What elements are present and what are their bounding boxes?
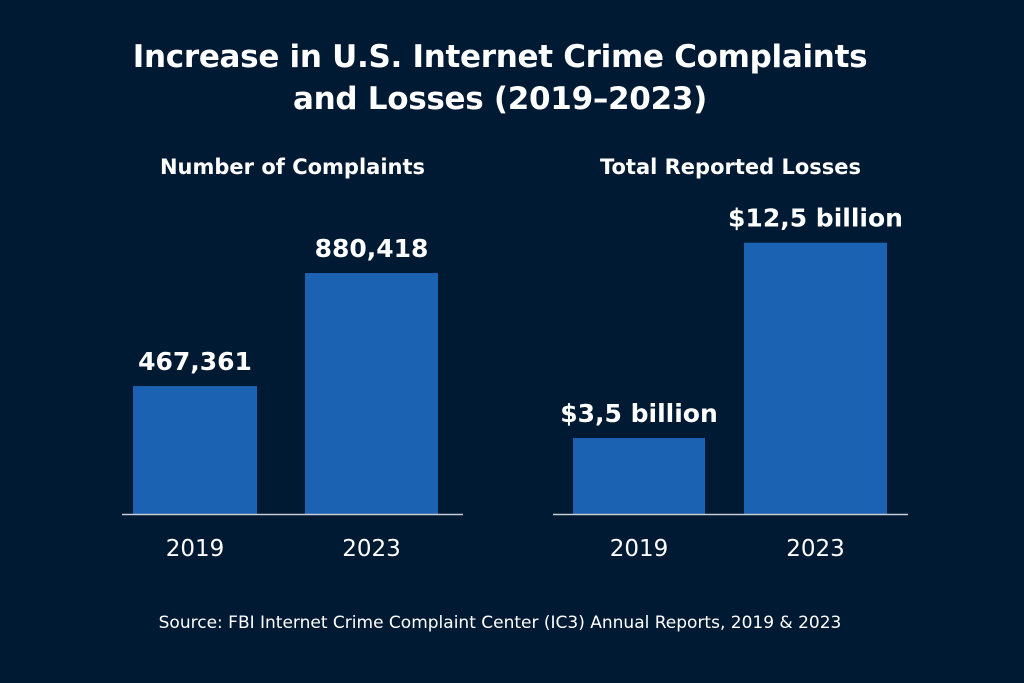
complaints-data-label-2023: 880,418: [315, 234, 429, 263]
complaints-x-tick-2019: 2019: [166, 536, 225, 562]
complaints-x-tick-2023: 2023: [342, 536, 401, 562]
chart-title: Increase in U.S. Internet Crime Complain…: [0, 36, 1000, 120]
losses-x-tick-2023: 2023: [786, 536, 845, 562]
losses-chart-title: Total Reported Losses: [599, 155, 862, 179]
title-line-2: and Losses (2019–2023): [293, 81, 707, 117]
complaints-bar-2019: [133, 386, 257, 514]
losses-bar-2019: [573, 438, 705, 514]
complaints-bar-2023: [305, 273, 438, 514]
source-note: Source: FBI Internet Crime Complaint Cen…: [158, 613, 842, 633]
losses-x-tick-2019: 2019: [610, 536, 669, 562]
complaints-chart-title: Number of Complaints: [159, 155, 426, 179]
losses-data-label-2023: $12,5 billion: [728, 204, 903, 233]
losses-bar-2023: [744, 242, 887, 514]
title-line-1: Increase in U.S. Internet Crime Complain…: [132, 39, 868, 75]
losses-data-label-2019: $3,5 billion: [560, 399, 718, 428]
complaints-data-label-2019: 467,361: [138, 347, 252, 376]
